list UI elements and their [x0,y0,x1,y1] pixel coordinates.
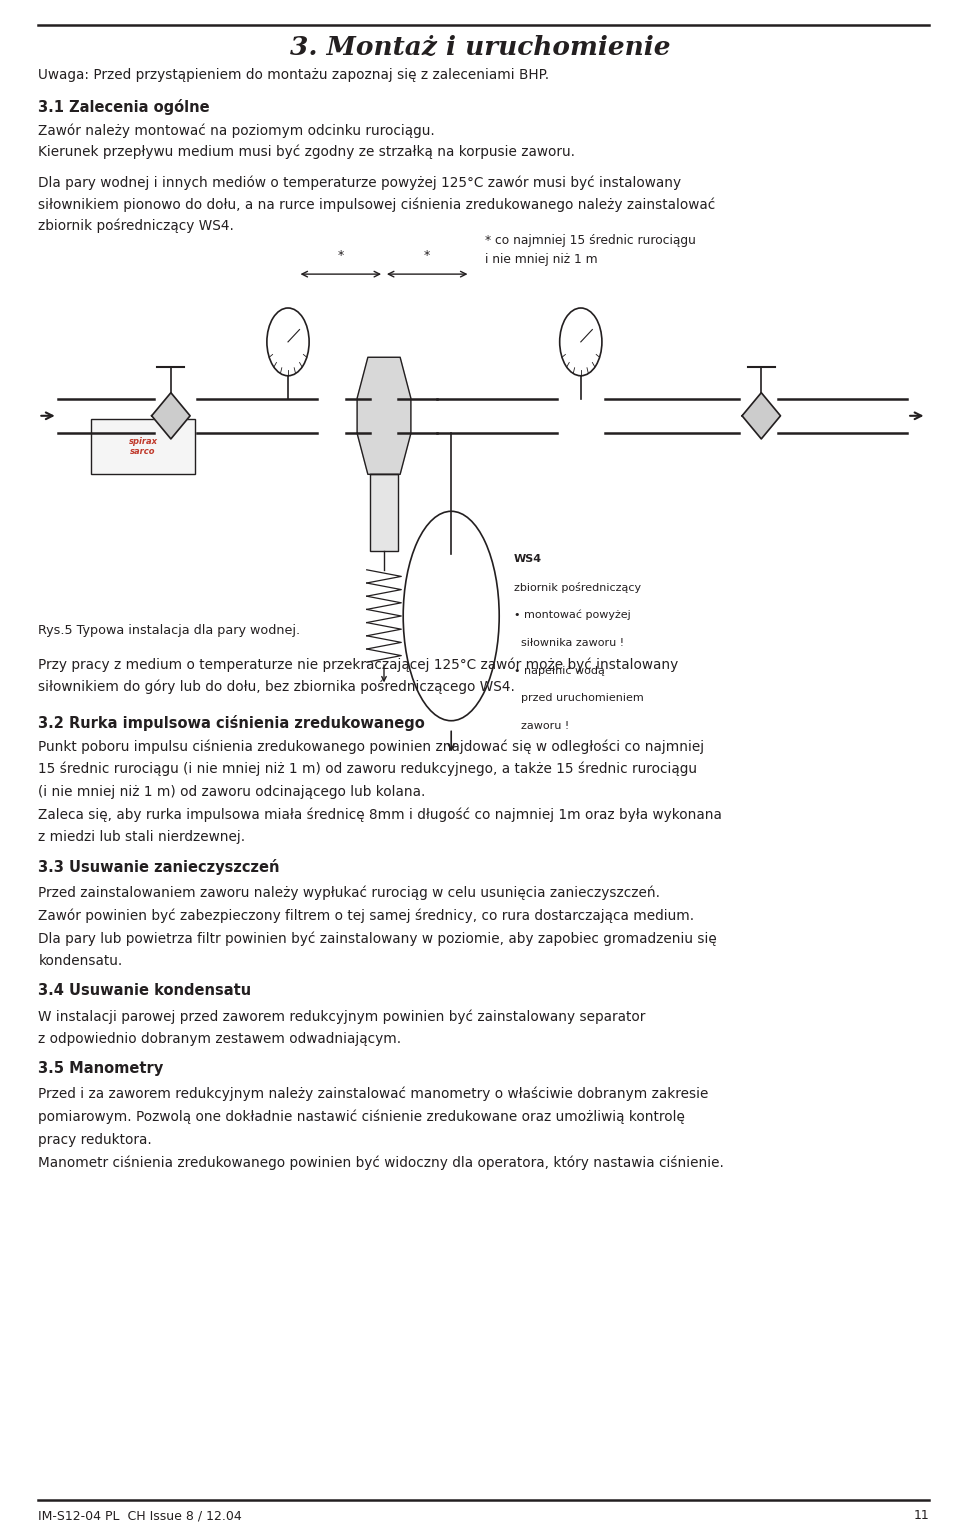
Bar [370,474,398,551]
Text: Dla pary wodnej i innych mediów o temperaturze powyżej 125°C zawór musi być inst: Dla pary wodnej i innych mediów o temper… [38,176,682,189]
Text: pomiarowym. Pozwolą one dokładnie nastawić ciśnienie zredukowane oraz umożliwią : pomiarowym. Pozwolą one dokładnie nastaw… [38,1110,685,1124]
Text: Punkt poboru impulsu ciśnienia zredukowanego powinien znajdować się w odległości: Punkt poboru impulsu ciśnienia zredukowa… [38,739,705,753]
Ellipse shape [403,511,499,721]
Text: Dla pary lub powietrza filtr powinien być zainstalowany w poziomie, aby zapobiec: Dla pary lub powietrza filtr powinien by… [38,932,717,946]
Text: 3.4 Usuwanie kondensatu: 3.4 Usuwanie kondensatu [38,983,252,998]
Text: • montować powyżej: • montować powyżej [514,610,631,621]
Text: przed uruchomieniem: przed uruchomieniem [514,693,643,702]
Text: *: * [338,249,344,262]
Polygon shape [742,393,780,439]
Bar [91,419,195,474]
Polygon shape [152,393,190,439]
Circle shape [267,308,309,376]
Text: 3. Montaż i uruchomienie: 3. Montaż i uruchomienie [290,35,670,60]
Text: (i nie mniej niż 1 m) od zaworu odcinającego lub kolana.: (i nie mniej niż 1 m) od zaworu odcinają… [38,785,426,799]
Text: zbiornik pośredniczący WS4.: zbiornik pośredniczący WS4. [38,219,234,233]
Circle shape [560,308,602,376]
Text: zaworu !: zaworu ! [514,721,569,730]
Text: 11: 11 [914,1509,929,1522]
Text: * co najmniej 15 średnic rurociągu: * co najmniej 15 średnic rurociągu [485,234,696,246]
Text: Zaleca się, aby rurka impulsowa miała średnicę 8mm i długość co najmniej 1m oraz: Zaleca się, aby rurka impulsowa miała śr… [38,807,722,822]
Text: spirax
sarco: spirax sarco [129,437,157,456]
Text: z odpowiednio dobranym zestawem odwadniającym.: z odpowiednio dobranym zestawem odwadnia… [38,1032,401,1046]
Text: *: * [424,249,430,262]
Text: 3.5 Manometry: 3.5 Manometry [38,1061,163,1076]
Text: Przed i za zaworem redukcyjnym należy zainstalować manometry o właściwie dobrany: Przed i za zaworem redukcyjnym należy za… [38,1087,708,1101]
Text: siłownikiem pionowo do dołu, a na rurce impulsowej ciśnienia zredukowanego należ: siłownikiem pionowo do dołu, a na rurce … [38,197,715,211]
Text: • napełnić wodą: • napełnić wodą [514,665,605,676]
Text: siłownikiem do góry lub do dołu, bez zbiornika pośredniczącego WS4.: siłownikiem do góry lub do dołu, bez zbi… [38,679,516,693]
Text: zbiornik pośredniczący: zbiornik pośredniczący [514,582,640,593]
Text: z miedzi lub stali nierdzewnej.: z miedzi lub stali nierdzewnej. [38,830,246,844]
Text: W instalacji parowej przed zaworem redukcyjnym powinien być zainstalowany separa: W instalacji parowej przed zaworem reduk… [38,1009,646,1024]
Text: Kierunek przepływu medium musi być zgodny ze strzałką na korpusie zaworu.: Kierunek przepływu medium musi być zgodn… [38,145,575,159]
Text: siłownika zaworu !: siłownika zaworu ! [514,638,624,647]
Text: pracy reduktora.: pracy reduktora. [38,1132,152,1146]
Text: Przed zainstalowaniem zaworu należy wypłukać rurociąg w celu usunięcia zanieczys: Przed zainstalowaniem zaworu należy wypł… [38,885,660,899]
Text: 3.1 Zalecenia ogólne: 3.1 Zalecenia ogólne [38,99,210,114]
Text: Rys.5 Typowa instalacja dla pary wodnej.: Rys.5 Typowa instalacja dla pary wodnej. [38,624,300,636]
Text: kondensatu.: kondensatu. [38,953,123,967]
Text: Uwaga: Przed przystąpieniem do montażu zapoznaj się z zaleceniami BHP.: Uwaga: Przed przystąpieniem do montażu z… [38,68,549,82]
Text: 15 średnic rurociągu (i nie mniej niż 1 m) od zaworu redukcyjnego, a także 15 śr: 15 średnic rurociągu (i nie mniej niż 1 … [38,762,697,776]
Text: WS4: WS4 [514,554,541,564]
Text: i nie mniej niż 1 m: i nie mniej niż 1 m [485,253,597,265]
Text: Zawór powinien być zabezpieczony filtrem o tej samej średnicy, co rura dostarcza: Zawór powinien być zabezpieczony filtrem… [38,909,694,922]
Text: Przy pracy z medium o temperaturze nie przekraczającej 125°C zawór może być inst: Przy pracy z medium o temperaturze nie p… [38,658,679,671]
Text: Zawór należy montować na poziomym odcinku rurociągu.: Zawór należy montować na poziomym odcink… [38,123,435,137]
Text: 3.3 Usuwanie zanieczyszczeń: 3.3 Usuwanie zanieczyszczeń [38,859,280,875]
Text: 3.2 Rurka impulsowa ciśnienia zredukowanego: 3.2 Rurka impulsowa ciśnienia zredukowan… [38,715,425,730]
Text: IM-S12-04 PL  CH Issue 8 / 12.04: IM-S12-04 PL CH Issue 8 / 12.04 [38,1509,242,1522]
Text: Manometr ciśnienia zredukowanego powinien być widoczny dla operatora, który nast: Manometr ciśnienia zredukowanego powinie… [38,1155,724,1170]
Polygon shape [357,357,411,474]
